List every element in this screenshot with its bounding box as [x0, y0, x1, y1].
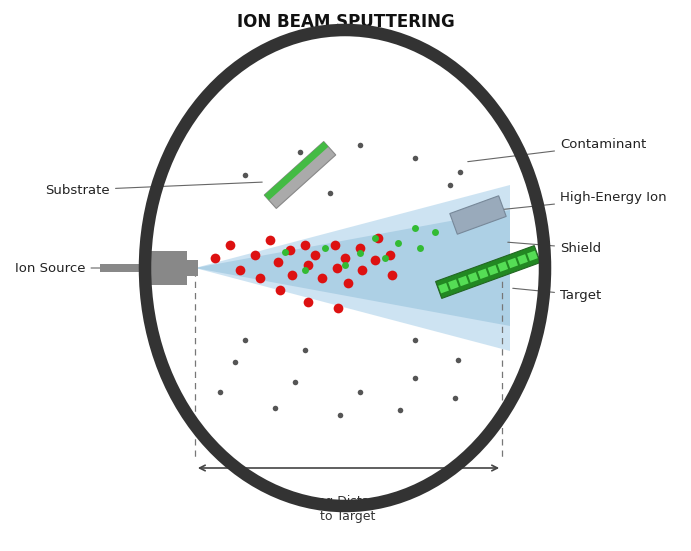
Polygon shape: [264, 142, 328, 200]
Polygon shape: [435, 246, 540, 299]
Text: Ion Source: Ion Source: [15, 262, 145, 274]
Text: High-Energy Ion: High-Energy Ion: [481, 192, 667, 212]
Polygon shape: [458, 276, 468, 286]
Polygon shape: [507, 258, 518, 268]
Polygon shape: [527, 251, 538, 261]
Text: ION BEAM SPUTTERING: ION BEAM SPUTTERING: [236, 13, 455, 31]
Polygon shape: [195, 185, 510, 351]
Polygon shape: [450, 196, 507, 234]
Text: Target: Target: [513, 288, 601, 301]
Polygon shape: [477, 268, 489, 279]
Bar: [187, 260, 198, 276]
Polygon shape: [517, 254, 528, 264]
Text: Long Distance
to Target: Long Distance to Target: [303, 495, 392, 523]
Polygon shape: [468, 272, 479, 283]
Polygon shape: [448, 279, 459, 290]
Bar: [149, 251, 187, 285]
Text: Substrate: Substrate: [46, 182, 262, 197]
Polygon shape: [498, 261, 508, 272]
Bar: [100, 264, 149, 272]
Text: Shield: Shield: [508, 241, 601, 255]
Text: Contaminant: Contaminant: [468, 138, 646, 161]
Polygon shape: [438, 283, 449, 293]
Polygon shape: [264, 142, 336, 208]
Polygon shape: [195, 210, 510, 326]
Polygon shape: [488, 265, 498, 276]
